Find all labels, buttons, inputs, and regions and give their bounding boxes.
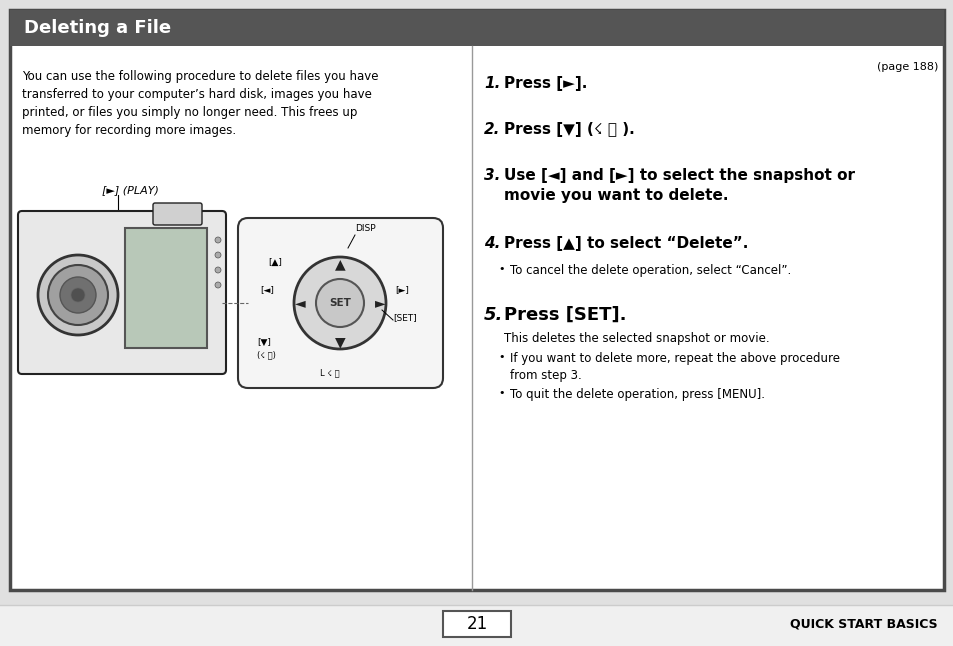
Bar <box>125 228 207 348</box>
Circle shape <box>60 277 96 313</box>
Text: •: • <box>497 264 504 274</box>
Text: SET: SET <box>329 298 351 308</box>
Text: DISP: DISP <box>355 224 375 233</box>
Text: [◄]: [◄] <box>260 286 274 295</box>
Text: You can use the following procedure to delete files you have
transferred to your: You can use the following procedure to d… <box>22 70 378 137</box>
Text: 1.: 1. <box>483 76 500 91</box>
Text: 4.: 4. <box>483 236 500 251</box>
Circle shape <box>294 257 386 349</box>
Circle shape <box>38 255 118 335</box>
Bar <box>10 10 943 46</box>
Text: [▲]: [▲] <box>268 258 281 267</box>
Text: 21: 21 <box>466 615 487 633</box>
Text: Deleting a File: Deleting a File <box>24 19 171 37</box>
FancyBboxPatch shape <box>18 211 226 374</box>
Text: [SET]: [SET] <box>393 313 416 322</box>
Text: [▼]: [▼] <box>256 337 271 346</box>
Text: Press [SET].: Press [SET]. <box>503 306 626 324</box>
Text: 5.: 5. <box>483 306 503 324</box>
Bar <box>0 605 953 646</box>
Text: L ☇ ⛱: L ☇ ⛱ <box>319 368 339 377</box>
Text: ◄: ◄ <box>294 296 305 310</box>
Bar <box>442 611 511 637</box>
Text: QUICK START BASICS: QUICK START BASICS <box>789 618 937 630</box>
FancyBboxPatch shape <box>237 218 442 388</box>
Circle shape <box>48 265 108 325</box>
Text: (page 188): (page 188) <box>876 62 937 72</box>
Text: •: • <box>497 388 504 398</box>
Text: 3.: 3. <box>483 168 500 183</box>
Text: This deletes the selected snapshot or movie.: This deletes the selected snapshot or mo… <box>503 332 769 345</box>
Text: ►: ► <box>375 296 385 310</box>
Text: ▼: ▼ <box>335 335 345 349</box>
Text: Press [▼] (☇ ⛱ ).: Press [▼] (☇ ⛱ ). <box>503 122 634 137</box>
Text: Press [►].: Press [►]. <box>503 76 587 91</box>
Circle shape <box>214 282 221 288</box>
Text: (☇ ⛱): (☇ ⛱) <box>256 351 275 360</box>
Text: Press [▲] to select “Delete”.: Press [▲] to select “Delete”. <box>503 236 747 251</box>
Circle shape <box>71 288 85 302</box>
Text: Use [◄] and [►] to select the snapshot or
movie you want to delete.: Use [◄] and [►] to select the snapshot o… <box>503 168 854 203</box>
Text: If you want to delete more, repeat the above procedure
from step 3.: If you want to delete more, repeat the a… <box>510 352 840 382</box>
Circle shape <box>214 267 221 273</box>
Circle shape <box>315 279 364 327</box>
Text: •: • <box>497 352 504 362</box>
Text: To cancel the delete operation, select “Cancel”.: To cancel the delete operation, select “… <box>510 264 790 277</box>
Bar <box>10 10 943 590</box>
Text: [►]: [►] <box>395 286 409 295</box>
Text: [►] (PLAY): [►] (PLAY) <box>102 185 159 195</box>
Text: ▲: ▲ <box>335 257 345 271</box>
Text: 2.: 2. <box>483 122 500 137</box>
Circle shape <box>214 252 221 258</box>
Circle shape <box>214 237 221 243</box>
Text: To quit the delete operation, press [MENU].: To quit the delete operation, press [MEN… <box>510 388 764 401</box>
FancyBboxPatch shape <box>152 203 202 225</box>
